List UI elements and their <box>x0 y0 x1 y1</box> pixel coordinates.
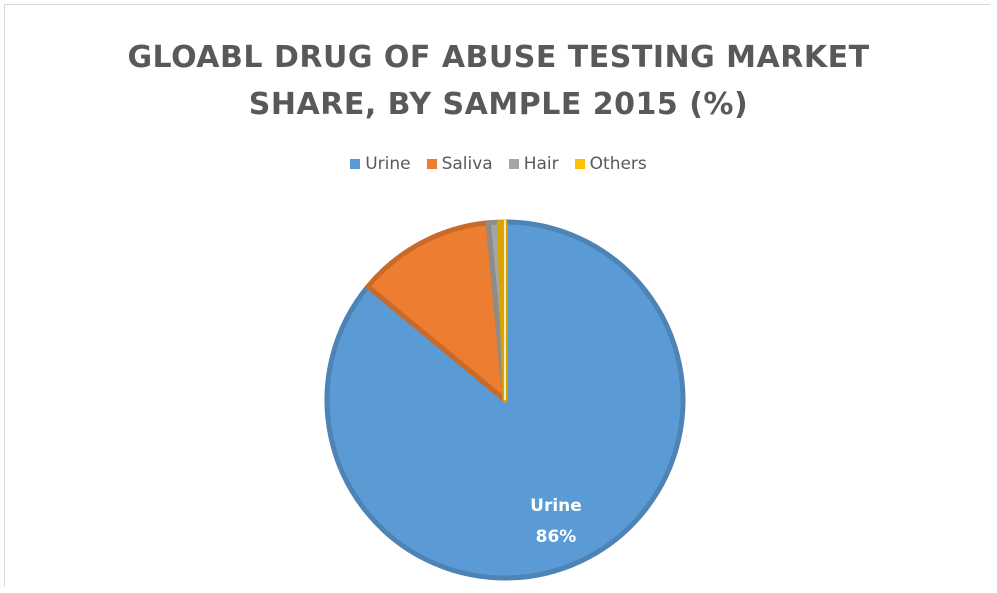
data-label-urine-value: 86% <box>536 527 577 547</box>
chart-title-line-1: GLOABL DRUG OF ABUSE TESTING MARKET <box>127 40 870 75</box>
legend-item-others[interactable]: Others <box>574 154 647 174</box>
legend-swatch-urine <box>350 159 361 169</box>
legend-label-urine: Urine <box>365 154 411 174</box>
legend-item-urine[interactable]: Urine <box>350 154 411 174</box>
chart-title-line-2: SHARE, BY SAMPLE 2015 (%) <box>248 87 749 122</box>
legend-item-hair[interactable]: Hair <box>508 154 559 174</box>
chart-title: GLOABL DRUG OF ABUSE TESTING MARKET SHAR… <box>0 34 997 128</box>
legend-item-saliva[interactable]: Saliva <box>426 154 493 174</box>
data-label-urine-name: Urine <box>530 496 582 516</box>
legend-label-hair: Hair <box>523 154 559 174</box>
legend-swatch-saliva <box>426 159 437 169</box>
legend-label-saliva: Saliva <box>441 154 493 174</box>
pie-slice-saliva[interactable] <box>365 220 508 403</box>
pie-slice-urine[interactable] <box>324 219 686 581</box>
legend-swatch-others <box>574 159 585 169</box>
legend-label-others: Others <box>589 154 647 174</box>
legend: Urine Saliva Hair Others <box>0 154 997 174</box>
legend-swatch-hair <box>508 159 519 169</box>
